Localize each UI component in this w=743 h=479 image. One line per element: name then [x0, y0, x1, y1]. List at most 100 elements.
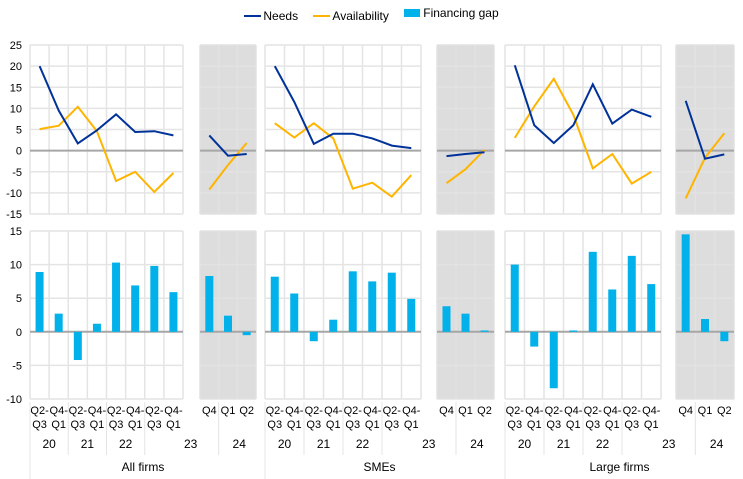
x-tick-year: 23: [422, 437, 436, 451]
needs-line: [513, 64, 652, 145]
x-tick-quarter-line2: Q3: [267, 419, 282, 431]
y-tick-top: 15: [10, 82, 22, 94]
availability-line: [445, 149, 486, 185]
legend-label-financing-gap: Financing gap: [423, 6, 499, 20]
y-tick-bottom: 15: [10, 226, 22, 238]
financing-gap-bar: [461, 313, 470, 332]
financing-gap-bar: [549, 331, 558, 389]
x-tick-quarter: Q2: [717, 405, 732, 417]
x-tick-quarter-line1: Q4-: [126, 405, 145, 417]
x-tick-quarter: Q2: [239, 405, 254, 417]
x-tick-year: 22: [119, 437, 133, 451]
x-tick-year: 22: [596, 437, 610, 451]
x-tick-quarter-line2: Q1: [527, 419, 542, 431]
x-tick-quarter-line1: Q2-: [69, 405, 88, 417]
legend-item-needs: Needs: [244, 9, 298, 23]
x-tick-quarter-line1: Q4-: [642, 405, 661, 417]
x-tick-quarter: Q4: [678, 405, 693, 417]
financing-gap-bar: [442, 306, 451, 332]
financing-gap-bar: [270, 276, 279, 332]
y-tick-top: -5: [12, 167, 22, 179]
x-tick-quarter-line1: Q2-: [344, 405, 363, 417]
x-tick-quarter: Q1: [221, 405, 236, 417]
legend-swatch-needs: [244, 15, 262, 17]
x-tick-quarter: Q1: [458, 405, 473, 417]
needs-line: [684, 100, 725, 160]
financing-gap-bar: [569, 330, 578, 332]
financing-gap-bar: [608, 289, 617, 332]
x-tick-quarter-line1: Q4-: [285, 405, 304, 417]
x-tick-quarter-line1: Q4-: [88, 405, 107, 417]
x-tick-quarter-line1: Q2-: [506, 405, 525, 417]
x-tick-quarter-line2: Q1: [605, 419, 620, 431]
x-tick-quarter-line1: Q2-: [305, 405, 324, 417]
x-tick-quarter-line1: Q2-: [623, 405, 642, 417]
financing-gap-bar: [368, 281, 377, 332]
x-tick-quarter-line2: Q3: [624, 419, 639, 431]
x-tick-quarter: Q1: [698, 405, 713, 417]
x-tick-quarter-line1: Q4-: [164, 405, 183, 417]
x-tick-year: 23: [184, 437, 198, 451]
financing-gap-bar: [588, 251, 597, 332]
x-tick-quarter: Q2: [477, 405, 492, 417]
x-tick-year: 23: [662, 437, 676, 451]
x-tick-quarter-line2: Q1: [326, 419, 341, 431]
financing-gap-bar: [35, 271, 44, 332]
legend-item-availability: Availability: [313, 9, 389, 23]
x-tick-year: 24: [470, 437, 484, 451]
x-tick-quarter-line1: Q2-: [584, 405, 603, 417]
financing-gap-bar: [329, 319, 338, 332]
x-tick-quarter-line1: Q4-: [603, 405, 622, 417]
financing-gap-bar: [224, 315, 232, 332]
legend-item-financing-gap: Financing gap: [404, 6, 499, 20]
x-tick-quarter-line1: Q4-: [525, 405, 544, 417]
x-tick-quarter-line2: Q3: [70, 419, 85, 431]
x-tick-quarter-line2: Q3: [306, 419, 321, 431]
financing-gap-bar: [131, 285, 140, 332]
x-tick-year: 22: [356, 437, 370, 451]
financing-gap-bar: [510, 264, 519, 332]
y-tick-bottom: 0: [16, 327, 22, 339]
group-label: SMEs: [363, 460, 395, 474]
x-tick-quarter-line2: Q3: [345, 419, 360, 431]
financing-gap-bar: [387, 272, 396, 332]
y-tick-bottom: -5: [12, 360, 22, 372]
y-tick-top: 20: [10, 61, 22, 73]
x-tick-quarter-line2: Q3: [585, 419, 600, 431]
x-tick-quarter-line2: Q3: [32, 419, 47, 431]
x-tick-quarter-line1: Q2-: [383, 405, 402, 417]
y-tick-top: -15: [6, 209, 22, 221]
financing-gap-bar: [54, 313, 63, 332]
x-tick-quarter-line2: Q1: [566, 419, 581, 431]
group-label: All firms: [122, 460, 165, 474]
x-tick-quarter-line2: Q1: [404, 419, 419, 431]
financing-gap-bar: [112, 262, 121, 332]
financing-gap-bar: [701, 319, 709, 332]
x-tick-year: 20: [518, 437, 532, 451]
financing-gap-bar: [92, 323, 101, 332]
x-tick-quarter-line2: Q1: [90, 419, 105, 431]
x-tick-quarter-line1: Q2-: [545, 405, 564, 417]
needs-line: [273, 65, 412, 150]
financing-gap-bar: [348, 271, 357, 332]
x-tick-year: 20: [278, 437, 292, 451]
x-tick-quarter-line1: Q4-: [50, 405, 69, 417]
financing-gap-bar: [309, 331, 318, 342]
x-tick-quarter-line2: Q1: [287, 419, 302, 431]
legend-label-needs: Needs: [263, 9, 299, 23]
x-tick-quarter: Q4: [202, 405, 217, 417]
x-tick-quarter-line2: Q3: [147, 419, 162, 431]
financing-gap-bar: [205, 276, 214, 332]
financing-gap-bar: [290, 293, 299, 332]
financing-gap-bar: [242, 331, 251, 336]
y-tick-bottom: -10: [6, 394, 22, 406]
x-tick-quarter-line1: Q2-: [30, 405, 49, 417]
x-tick-year: 20: [42, 437, 56, 451]
financing-gap-bar: [647, 284, 656, 332]
group-label: Large firms: [589, 460, 649, 474]
y-tick-bottom: 10: [10, 260, 22, 272]
x-tick-year: 24: [233, 437, 247, 451]
x-tick-quarter: Q4: [439, 405, 454, 417]
x-tick-quarter-line2: Q3: [507, 419, 522, 431]
x-tick-quarter-line2: Q1: [365, 419, 380, 431]
